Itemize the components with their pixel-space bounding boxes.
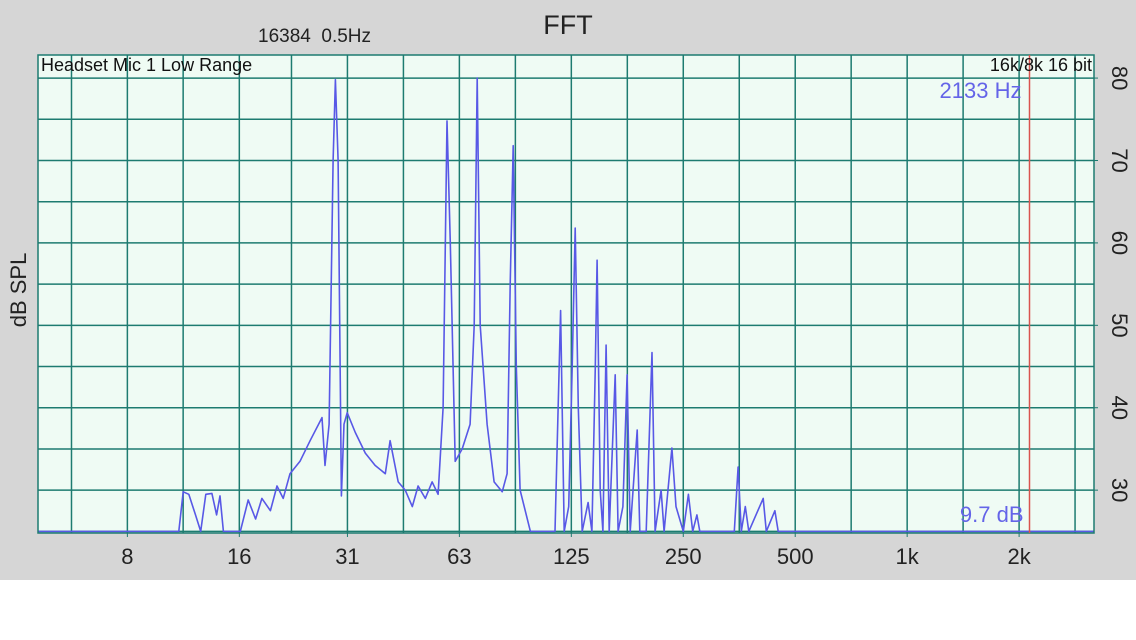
x-tick-label: 125 [553, 544, 590, 569]
plot-background [38, 55, 1094, 533]
x-tick-label: 31 [335, 544, 359, 569]
chart-title: FFT [543, 10, 592, 40]
y-tick-label: 50 [1107, 313, 1132, 337]
y-axis-label: dB SPL [6, 253, 31, 328]
x-tick-label: 8 [121, 544, 133, 569]
source-label: Headset Mic 1 Low Range [41, 55, 252, 75]
y-tick-label: 30 [1107, 478, 1132, 502]
x-tick-label: 250 [665, 544, 702, 569]
x-tick-label: 2k [1007, 544, 1031, 569]
spectrum-line [38, 77, 1094, 533]
y-tick-label: 40 [1107, 395, 1132, 419]
format-label: 16k/8k 16 bit [990, 55, 1092, 75]
x-tick-label: 1k [896, 544, 920, 569]
x-tick-label: 16 [227, 544, 251, 569]
chart-subtitle: 16384 0.5Hz [258, 26, 371, 47]
plot-border [37, 54, 1095, 534]
x-tick-label: 500 [777, 544, 814, 569]
x-tick-label: 63 [447, 544, 471, 569]
cursor-frequency: 2133 Hz [940, 78, 1022, 103]
y-tick-label: 70 [1107, 148, 1132, 172]
cursor-level: 9.7 dB [960, 502, 1024, 527]
y-tick-label: 60 [1107, 231, 1132, 255]
y-tick-label: 80 [1107, 66, 1132, 90]
